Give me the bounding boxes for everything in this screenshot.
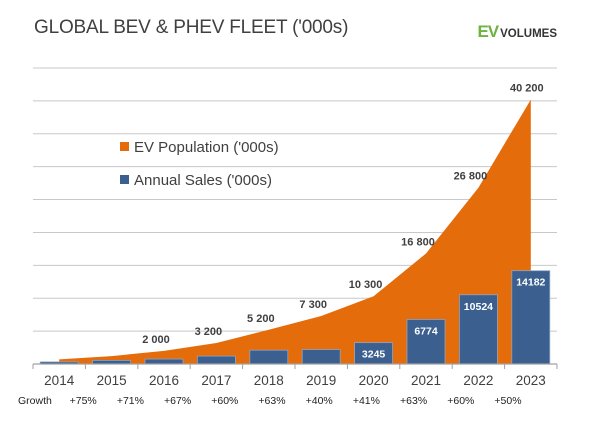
growth-value: +50% [494,395,521,407]
x-tick-label: 2018 [254,373,284,388]
growth-value: +60% [211,395,238,407]
x-tick-label: 2020 [359,373,389,388]
annual-sales-bar-2019 [301,349,341,365]
sales-data-label: 14182 [516,277,545,289]
legend-label-sales: Annual Sales ('000s) [134,172,272,189]
growth-value: +40% [306,395,333,407]
population-data-label: 3 200 [195,326,223,338]
annual-sales-bar-2018 [249,349,289,365]
population-data-label: 40 200 [510,83,544,95]
sales-data-label: 3245 [362,349,386,361]
growth-value: +71% [117,395,144,407]
annual-sales-bar-2022 [458,294,498,365]
growth-value: +63% [400,395,427,407]
growth-value: +60% [447,395,474,407]
logo-volumes: VOLUMES [500,28,557,40]
population-data-label: 26 800 [454,171,488,183]
logo-ev: EV [477,22,499,41]
legend-label-population: EV Population ('000s) [134,139,279,156]
x-tick-label: 2014 [44,373,75,388]
x-tick-label: 2016 [149,373,179,388]
legend-swatch-sales [120,175,129,184]
ev-volumes-logo: EV VOLUMES [477,22,557,42]
x-tick-label: 2022 [463,373,493,388]
chart-title: GLOBAL BEV & PHEV FLEET ('000s) [34,17,349,38]
annual-sales-bar-2016 [144,358,184,365]
growth-value: +63% [258,395,285,407]
sales-data-label: 6774 [414,325,438,337]
growth-label: Growth [18,395,52,407]
legend-swatch-population [120,142,129,151]
growth-value: +75% [70,395,97,407]
population-data-label: 16 800 [401,236,435,248]
growth-value: +67% [164,395,191,407]
population-data-label: 10 300 [349,279,383,291]
x-tick-label: 2023 [516,373,546,388]
population-data-label: 2 000 [142,334,170,346]
ev-population-area [59,99,531,364]
x-tick-label: 2019 [306,373,336,388]
x-tick-label: 2017 [201,373,231,388]
x-tick-label: 2015 [97,373,127,388]
annual-sales-bar-2017 [196,355,236,365]
population-data-label: 7 300 [299,299,327,311]
population-data-label: 5 200 [247,313,275,325]
growth-value: +41% [353,395,380,407]
sales-data-label: 10524 [464,301,493,313]
x-tick-label: 2021 [411,373,441,388]
